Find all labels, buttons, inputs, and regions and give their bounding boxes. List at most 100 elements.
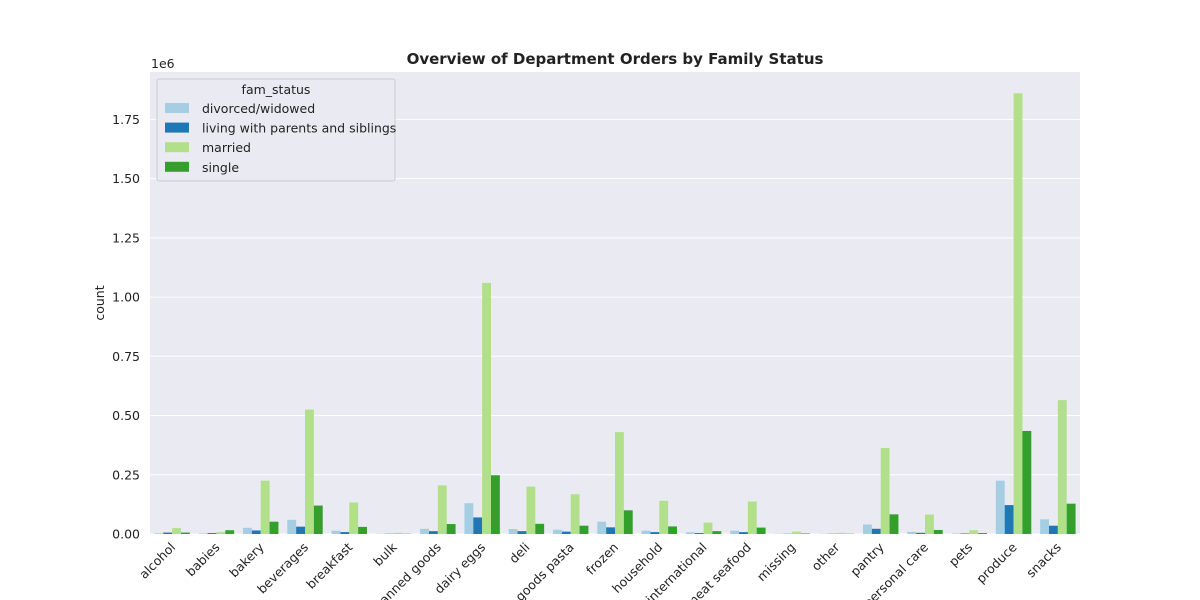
x-tick-label: breakfast (303, 539, 355, 591)
bar-single (269, 521, 279, 534)
legend-label: living with parents and siblings (202, 121, 396, 136)
chart-title: Overview of Department Orders by Family … (407, 50, 824, 68)
bar-single (978, 533, 987, 534)
legend-title: fam_status (242, 82, 311, 97)
bar-single (756, 527, 766, 534)
y-tick-labels: 0.00 0.25 0.50 0.75 1.00 1.25 1.50 1.75 (112, 112, 140, 542)
legend-label: divorced/widowed (202, 101, 315, 116)
x-tick-label: dry goods pasta (495, 540, 577, 600)
bar-married (703, 522, 713, 534)
bar-single (623, 510, 633, 534)
bar-living-with-parents-and-siblings (473, 517, 483, 534)
bar-living-with-parents-and-siblings (517, 531, 527, 534)
legend-label: married (202, 140, 251, 155)
bar-married (659, 500, 669, 534)
bar-married (305, 409, 314, 534)
bar-divorced-widowed (907, 531, 917, 534)
bar-single (358, 526, 367, 534)
bar-divorced-widowed (331, 530, 341, 534)
legend-swatch (165, 122, 189, 133)
bar-married (437, 485, 447, 534)
x-tick-label: alcohol (136, 540, 178, 582)
x-tick-label: pantry (847, 539, 887, 579)
bar-married (260, 480, 270, 534)
x-tick-label: pets (946, 540, 976, 570)
x-tick-label: bulk (370, 539, 400, 569)
bar-single (933, 529, 943, 534)
bar-married (747, 501, 757, 534)
bar-married (615, 432, 624, 534)
bar-married (526, 486, 536, 534)
y-tick-label: 1.50 (112, 171, 140, 186)
y-tick-label: 0.25 (112, 467, 140, 482)
legend: fam_status divorced/widowed living with p… (156, 78, 396, 182)
bar-divorced-widowed (243, 527, 252, 534)
bar-living-with-parents-and-siblings (340, 532, 350, 534)
bar-divorced-widowed (464, 503, 474, 534)
x-tick-label: snacks (1023, 540, 1064, 581)
bar-divorced-widowed (995, 480, 1005, 534)
bar-married (570, 494, 580, 534)
bar-single (579, 525, 589, 534)
bar-divorced-widowed (154, 533, 164, 534)
bar-living-with-parents-and-siblings (871, 528, 881, 534)
bar-single (1022, 430, 1032, 534)
bar-divorced-widowed (641, 530, 651, 534)
bar-living-with-parents-and-siblings (561, 531, 571, 534)
x-tick-label: missing (754, 540, 799, 585)
bar-divorced-widowed (553, 529, 562, 534)
bar-living-with-parents-and-siblings (429, 531, 438, 534)
offset-label: 1e6 (151, 56, 175, 71)
bar-living-with-parents-and-siblings (251, 530, 261, 534)
bar-divorced-widowed (597, 521, 607, 534)
bar-married (172, 528, 181, 534)
bar-living-with-parents-and-siblings (207, 533, 217, 534)
x-tick-label: bakery (226, 539, 267, 580)
x-tick-label: frozen (583, 540, 621, 578)
bar-single (1066, 503, 1076, 534)
bar-single (225, 530, 235, 534)
bars (154, 93, 1076, 535)
bar-divorced-widowed (730, 530, 739, 534)
bar-married (349, 502, 359, 534)
bar-living-with-parents-and-siblings (650, 532, 660, 534)
y-tick-label: 0.75 (112, 349, 140, 364)
legend-swatch (165, 103, 189, 113)
legend-swatch (165, 161, 189, 172)
bar-married (792, 531, 801, 534)
bar-married (482, 282, 491, 534)
y-tick-label: 1.25 (112, 230, 140, 245)
y-tick-label: 1.00 (112, 290, 140, 305)
bar-married (1013, 93, 1023, 535)
bar-living-with-parents-and-siblings (1049, 525, 1058, 534)
bar-living-with-parents-and-siblings (606, 527, 615, 534)
bar-single (712, 531, 722, 534)
bar-single (181, 532, 190, 534)
bar-divorced-widowed (1040, 519, 1049, 534)
bar-divorced-widowed (508, 529, 518, 534)
x-tick-label: produce (973, 539, 1020, 586)
bar-single (446, 524, 456, 534)
bar-married (925, 514, 934, 534)
y-tick-label: 0.50 (112, 408, 140, 423)
y-tick-label: 1.75 (112, 112, 140, 127)
bar-married (1057, 400, 1067, 534)
bar-married (216, 532, 226, 534)
x-tick-label: other (808, 539, 843, 574)
legend-label: single (202, 160, 239, 175)
bar-living-with-parents-and-siblings (694, 533, 704, 534)
x-tick-label: deli (506, 540, 533, 567)
bar-married (393, 532, 403, 534)
legend-box (156, 78, 396, 182)
legend-swatch (165, 142, 189, 153)
bar-single (313, 505, 323, 534)
bar-divorced-widowed (863, 524, 872, 534)
bar-married (969, 530, 979, 534)
y-axis-label: count (92, 285, 107, 320)
bar-divorced-widowed (420, 528, 429, 534)
bar-married (836, 532, 846, 534)
bar-divorced-widowed (287, 519, 297, 534)
bar-single (889, 514, 899, 534)
